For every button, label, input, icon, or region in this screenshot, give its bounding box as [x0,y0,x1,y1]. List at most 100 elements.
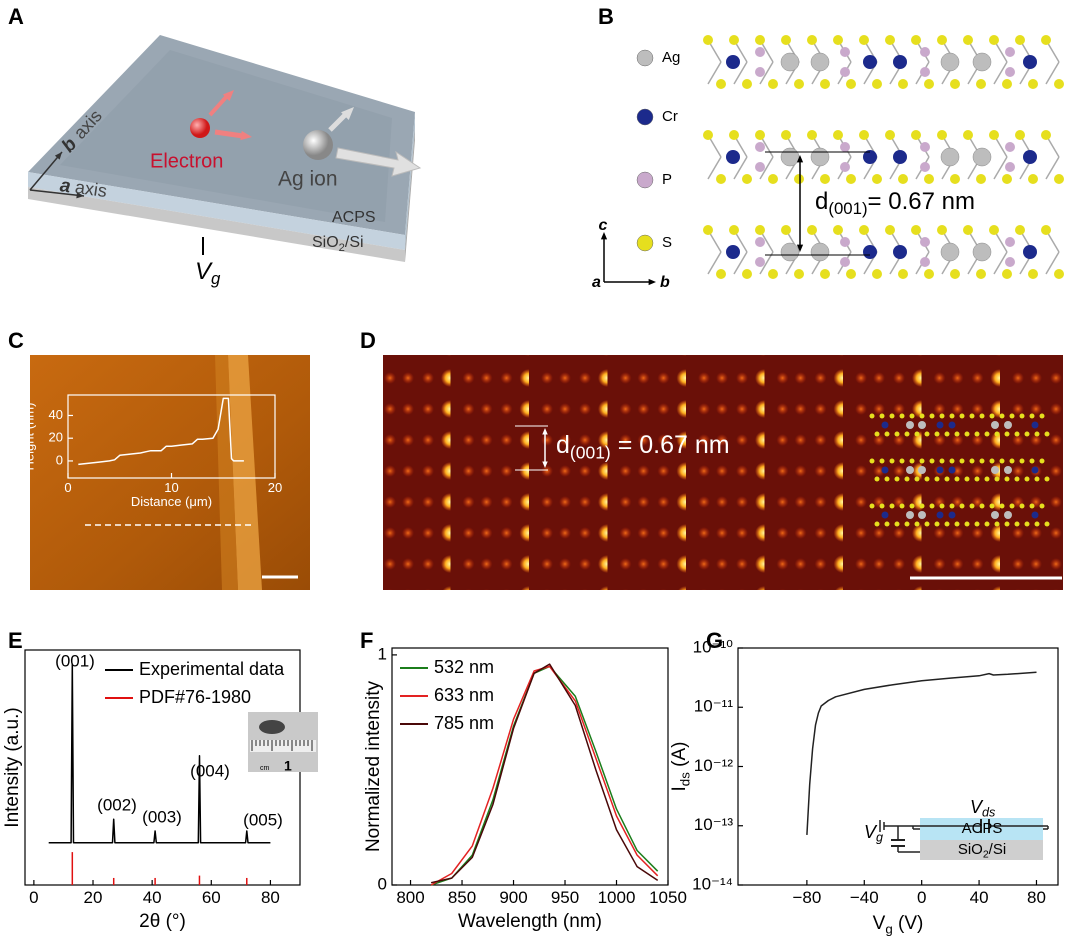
y-tick-label: 20 [49,430,63,445]
y-tick-label: 1 [378,644,387,663]
peak-label: (001) [55,651,95,670]
atom-label: Cr [662,108,678,125]
electron-arrow [208,93,230,117]
afm-flake-edge [228,355,262,590]
inset-atom-s [1034,431,1040,437]
inset-atom-ag [918,466,926,474]
atom-p [840,67,850,77]
acps-face [28,172,405,250]
atom-s [1028,79,1038,89]
peak-label: (004) [190,761,230,780]
legend-label: PDF#76-1980 [139,687,251,707]
inset-text: cm [260,765,270,772]
atom-s [846,174,856,184]
inset-atom-s [914,476,920,482]
atom-s [833,130,843,140]
bond [993,61,1008,85]
text-part: I [669,786,690,791]
inset-atom-s [1019,458,1025,464]
atom-s [859,130,869,140]
text-part: d [815,188,828,215]
atom-p [755,237,765,247]
atom-ag [972,52,992,72]
atom-s [859,225,869,235]
bond [993,156,1008,180]
inset-atom-s [939,503,945,509]
text-part: d [556,431,570,459]
atom-p [1005,237,1015,247]
axis-letter: b [660,274,670,291]
atom-p [755,162,765,172]
x-tick-label: 40 [143,888,162,907]
y-tick-label: 10⁻¹⁰ [693,637,734,656]
inset-atom-cr [936,511,944,519]
y-tick-label: 10⁻¹² [694,756,734,775]
x-tick-label: 20 [268,480,282,495]
substrate-face [28,187,405,262]
atom-s [1054,174,1064,184]
inset-atom-ag [906,466,914,474]
inset-atom-s [939,458,945,464]
atom-s [1002,174,1012,184]
inset-atom-s [909,458,915,464]
stem-spots [383,355,1063,590]
text-part: V [873,913,886,934]
text-part: g [885,921,892,936]
y-axis-label: Normalized intensity [363,680,384,852]
legend-label: Experimental data [139,659,285,679]
atom-s [716,269,726,279]
atom-s [924,174,934,184]
atom-s [885,35,895,45]
inset-atom-s [929,413,935,419]
inset-atom-s [1004,431,1010,437]
bond [993,251,1008,275]
atom-s [742,79,752,89]
atom-cr [726,245,740,259]
data-line [430,665,659,886]
atom-s [729,130,739,140]
text-part: g [211,270,221,289]
atom-s [937,35,947,45]
inset-text: 1 [284,758,292,774]
inset-atom-s [914,521,920,527]
text-part: (V) [893,913,924,934]
text-part: SiO [312,234,339,251]
electron [190,118,210,138]
inset-atom-s [1004,521,1010,527]
inset-label: SiO2/Si [958,841,1006,860]
ion-label: Ag ion [278,168,338,191]
atom-s [755,225,765,235]
ion-arrow [328,113,347,132]
inset-atom-ag [991,466,999,474]
atom-cr [1023,55,1037,69]
inset-atom-cr [881,466,889,474]
atom-s [781,225,791,235]
x-tick-label: 850 [448,888,476,907]
inset-atom-s [889,413,895,419]
atom-ag [972,242,992,262]
atom-p [840,47,850,57]
atom-s [781,35,791,45]
inset-atom-s [984,431,990,437]
arrow-head [76,192,84,199]
bond [707,61,722,85]
atom-label: P [662,171,672,188]
atom-ag [972,147,992,167]
inset-atom-s [1029,458,1035,464]
inset-atom-cr [881,421,889,429]
inset-atom-s [1039,503,1045,509]
x-axis-label: Vg (V) [873,913,924,936]
inset-atom-s [1029,503,1035,509]
atom-s [768,269,778,279]
atom-cr [863,245,877,259]
x-tick-label: 0 [64,480,71,495]
arrow-head [796,244,804,252]
atom-s [963,35,973,45]
atom-s [703,225,713,235]
atom-cr [726,55,740,69]
inset-atom-s [964,476,970,482]
inset-atom-s [924,521,930,527]
text-part: (A) [669,742,690,773]
inset-atom-s [1019,503,1025,509]
